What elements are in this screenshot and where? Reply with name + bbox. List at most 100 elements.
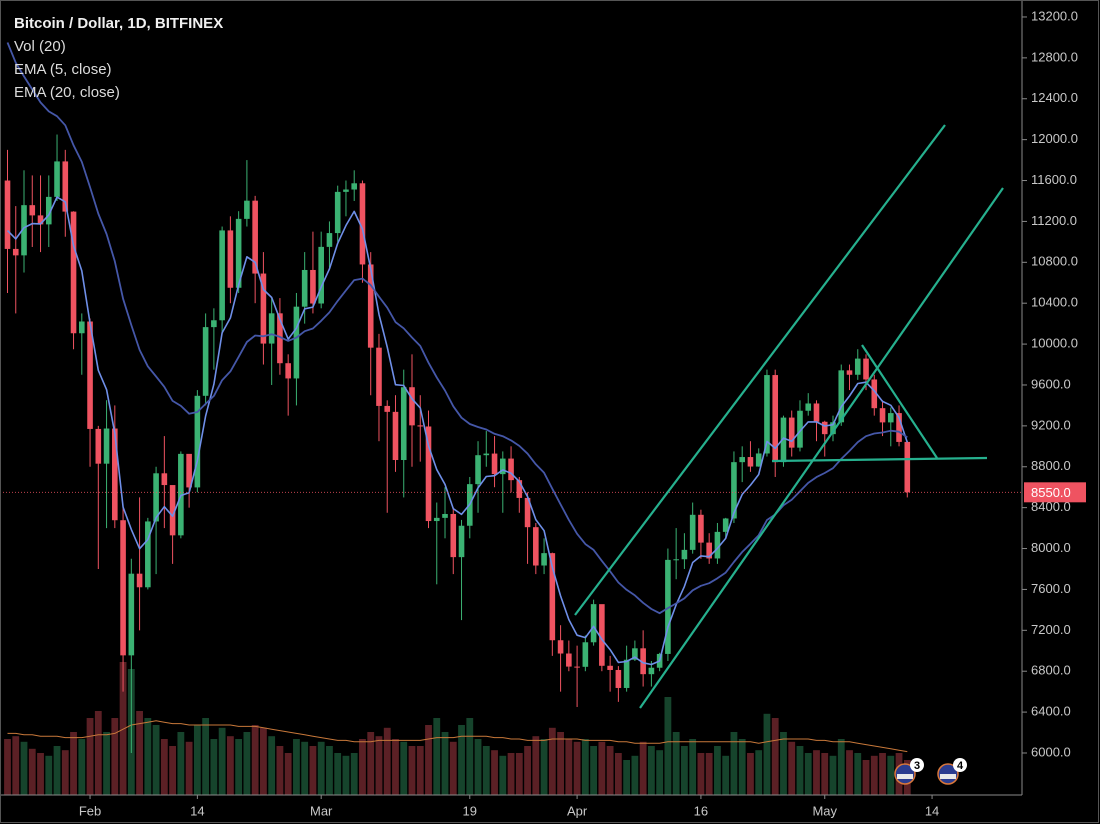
- candle-body: [277, 313, 283, 364]
- volume-bar: [226, 736, 234, 795]
- volume-bar: [70, 732, 77, 795]
- volume-bar: [854, 753, 862, 795]
- candle-body: [846, 370, 853, 375]
- volume-bar: [408, 746, 416, 795]
- candle-body: [78, 321, 85, 334]
- candle-body: [450, 513, 457, 558]
- volume-bar: [4, 739, 11, 795]
- candle-body: [62, 161, 69, 212]
- volume-bar: [491, 750, 498, 795]
- candle-body: [854, 358, 861, 375]
- volume-bar: [771, 718, 779, 795]
- candle-body: [714, 531, 721, 559]
- candle-body: [285, 363, 291, 379]
- candle-body: [45, 196, 52, 225]
- candle-body: [4, 180, 11, 249]
- candle-body: [731, 462, 737, 519]
- volume-bar: [367, 732, 375, 795]
- volume-bar: [260, 727, 267, 795]
- event-flag-stripe: [897, 774, 913, 779]
- candle-body: [533, 527, 539, 566]
- volume-bar: [763, 713, 771, 795]
- candle-body: [194, 395, 201, 488]
- candle-body: [566, 653, 572, 667]
- volume-bar: [796, 746, 804, 795]
- volume-bar: [218, 727, 226, 795]
- last-price-label: 8550.0: [1031, 485, 1071, 500]
- candle-body: [788, 417, 795, 448]
- volume-bar: [193, 725, 201, 795]
- candle-body: [227, 230, 234, 288]
- candle-body: [21, 205, 27, 256]
- candle-layer: [4, 134, 911, 753]
- volume-bar: [416, 746, 424, 795]
- volume-bar: [94, 711, 102, 795]
- y-tick-label: 10400.0: [1031, 295, 1078, 310]
- candle-body: [29, 205, 36, 216]
- legend-ema5: EMA (5, close): [14, 61, 112, 78]
- volume-bar: [714, 746, 721, 795]
- candle-body: [293, 306, 300, 379]
- volume-bar: [664, 697, 672, 795]
- y-tick-label: 8400.0: [1031, 499, 1071, 514]
- y-tick-label: 12800.0: [1031, 49, 1078, 64]
- last-price-tag: [1024, 482, 1086, 503]
- volume-bar: [268, 736, 276, 795]
- candle-body: [500, 458, 506, 475]
- volume-bar: [623, 760, 631, 795]
- volume-bar: [28, 748, 36, 795]
- volume-bar: [887, 755, 895, 795]
- candle-body: [392, 411, 399, 461]
- volume-bar: [449, 741, 457, 795]
- candle-body: [442, 513, 448, 518]
- candle-body: [120, 520, 126, 656]
- event-flag-stripe: [940, 774, 956, 779]
- volume-bar: [243, 732, 251, 795]
- candle-body: [37, 215, 44, 225]
- candle-body: [863, 358, 869, 380]
- candle-body: [557, 640, 564, 654]
- candle-body: [821, 421, 828, 435]
- candle-body: [623, 659, 630, 688]
- volume-bar: [202, 718, 210, 795]
- candle-body: [169, 485, 176, 536]
- triangle-side[interactable]: [861, 344, 938, 459]
- candle-body: [491, 453, 498, 475]
- candle-body: [896, 413, 902, 442]
- support-line[interactable]: [771, 456, 988, 463]
- y-tick-label: 12400.0: [1031, 90, 1078, 105]
- channel-lower[interactable]: [639, 187, 1004, 709]
- channel-upper[interactable]: [574, 124, 946, 616]
- event-badge[interactable]: 3: [894, 758, 924, 785]
- event-badge[interactable]: 4: [937, 758, 967, 785]
- candle-body: [722, 518, 729, 532]
- volume-bar: [482, 746, 490, 795]
- candle-body: [830, 422, 836, 435]
- event-count: 4: [957, 760, 964, 772]
- x-tick-label: Apr: [567, 803, 588, 818]
- volume-bar: [375, 736, 383, 795]
- candle-body: [186, 453, 192, 488]
- x-tick-label: May: [812, 803, 837, 818]
- volume-bar: [755, 750, 763, 795]
- ema-line: [6, 196, 909, 666]
- volume-bar: [119, 662, 127, 795]
- volume-bar: [144, 718, 152, 795]
- volume-bar: [631, 755, 639, 795]
- candle-body: [384, 405, 391, 412]
- ema-line: [6, 42, 908, 615]
- volume-bar: [804, 753, 812, 795]
- y-tick-label: 11200.0: [1031, 213, 1077, 228]
- volume-bar: [441, 732, 449, 795]
- candle-body: [764, 375, 770, 454]
- drawings[interactable]: [574, 124, 1004, 709]
- volume-bar: [392, 739, 399, 795]
- x-tick-label: 19: [463, 803, 477, 818]
- candle-body: [433, 517, 440, 522]
- candle-body: [318, 246, 324, 304]
- y-tick-label: 13200.0: [1031, 8, 1078, 23]
- plot-area: [0, 42, 1022, 795]
- volume-bar: [169, 746, 176, 795]
